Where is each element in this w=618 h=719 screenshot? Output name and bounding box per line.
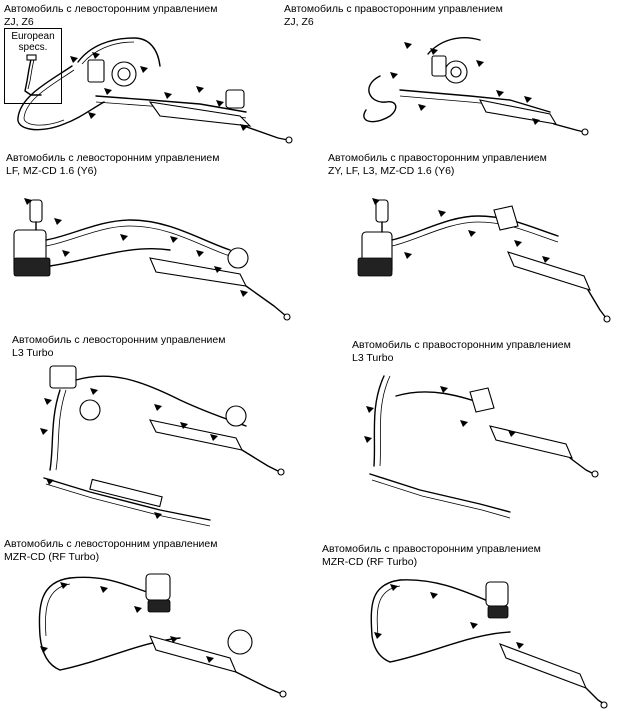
caption-line-1: Автомобиль с левосторонним управлением [6,152,220,164]
caption-line-2: ZJ, Z6 [284,16,314,28]
diagram-lhd-lf [0,180,300,330]
caption-line-1: Автомобиль с левосторонним управлением [4,3,218,15]
caption-lhd-lf: Автомобиль с левосторонним управлением L… [6,152,219,178]
inset-label: European specs. [11,31,55,53]
caption-line-2: LF, MZ-CD 1.6 (Y6) [6,165,98,177]
caption-line-2: L3 Turbo [352,352,394,364]
caption-line-1: Автомобиль с правосторонним управлением [322,543,541,555]
caption-line-1: Автомобиль с левосторонним управлением [4,538,218,550]
caption-line-2: ZJ, Z6 [4,16,34,28]
caption-rhd-l3-turbo: Автомобиль с правосторонним управлением … [352,339,571,365]
caption-line-1: Автомобиль с правосторонним управлением [352,339,571,351]
caption-line-1: Автомобиль с правосторонним управлением [328,152,547,164]
diagram-lhd-mzr-cd [0,566,300,716]
caption-line-2: MZR-CD (RF Turbo) [4,551,100,563]
diagram-rhd-zy-lf [318,180,618,330]
diagram-lhd-zj-z6 [0,26,300,150]
caption-rhd-mzr-cd: Автомобиль с правосторонним управлением … [322,543,541,569]
diagram-rhd-l3-turbo [340,366,610,526]
diagram-lhd-l3-turbo [30,360,300,530]
caption-line-1: Автомобиль с правосторонним управлением [284,3,503,15]
caption-lhd-mzr-cd: Автомобиль с левосторонним управлением M… [4,538,217,564]
european-specs-inset: European specs. [4,28,62,104]
caption-line-2: ZY, LF, L3, MZ-CD 1.6 (Y6) [328,165,455,177]
caption-rhd-zj-z6: Автомобиль с правосторонним управлением … [284,3,503,29]
caption-line-1: Автомобиль с левосторонним управлением [12,334,226,346]
diagram-rhd-mzr-cd [310,570,610,718]
caption-rhd-zy-lf: Автомобиль с правосторонним управлением … [328,152,547,178]
inset-hose-drawing [24,54,42,96]
caption-lhd-zj-z6: Автомобиль с левосторонним управлением Z… [4,3,217,29]
diagram-rhd-zj-z6 [300,26,600,150]
caption-line-2: L3 Turbo [12,347,54,359]
caption-line-2: MZR-CD (RF Turbo) [322,556,418,568]
caption-lhd-l3-turbo: Автомобиль с левосторонним управлением L… [12,334,225,360]
